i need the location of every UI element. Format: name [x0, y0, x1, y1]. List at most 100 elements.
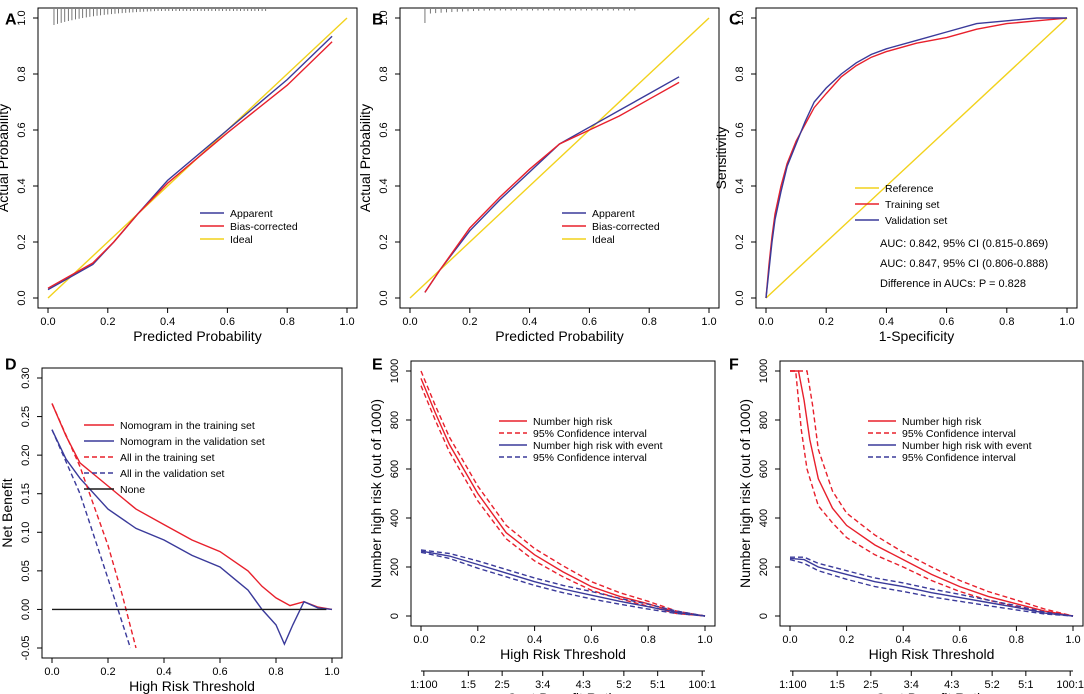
panel-letter: B — [372, 11, 384, 28]
y-tick-label: 0.8 — [734, 66, 746, 81]
y-tick-label: 0.6 — [16, 122, 28, 137]
legend-label: Ideal — [230, 234, 253, 246]
y-tick-label: 0.2 — [378, 234, 390, 249]
series-line-95-confidence-interval — [789, 558, 1074, 617]
legend-label: Nomogram in the training set — [120, 420, 255, 432]
x-tick-label: 0.2 — [470, 634, 485, 646]
y-tick-label: 0.2 — [734, 234, 746, 249]
series-line-95-confidence-interval — [420, 551, 706, 617]
x-tick-label: 0.2 — [100, 666, 115, 678]
series-line-nomogram-in-the-validation-set — [51, 429, 333, 646]
y-tick-label: 0.6 — [734, 122, 746, 137]
x-tick-label: 0.6 — [952, 634, 967, 646]
x-tick-label: 0.8 — [999, 316, 1014, 328]
legend-label: Bias-corrected — [230, 221, 298, 233]
x-tick-label: 0.2 — [100, 316, 115, 328]
x2-axis-title: Cost:Benefit Ratio — [507, 690, 620, 694]
x2-tick-label: 1:100 — [779, 679, 807, 691]
x-tick-label: 0.6 — [584, 634, 599, 646]
x2-tick-label: 5:1 — [1018, 679, 1033, 691]
x-tick-label: 0.4 — [160, 316, 175, 328]
series-line-95-confidence-interval — [790, 370, 1074, 617]
y-tick-label: 1000 — [758, 359, 770, 383]
legend-label: Ideal — [592, 234, 615, 246]
y-axis-title: Actual Probability — [0, 104, 11, 212]
legend-label: 95% Confidence interval — [533, 428, 647, 440]
panel-b: B 0.0 0.2 0.4 0.6 0.8 1.0 0.0 0.2 0.4 0.6 0.8 1.0 Pre… — [357, 7, 720, 344]
y-tick-label: 0.4 — [16, 178, 28, 193]
x2-tick-label: 100:1 — [688, 679, 716, 691]
x-tick-label: 0.8 — [280, 316, 295, 328]
y-tick-label: 0.25 — [20, 406, 32, 427]
y-tick-label: 0.2 — [16, 234, 28, 249]
y-tick-label: 200 — [758, 558, 770, 576]
x2-tick-label: 5:2 — [984, 679, 999, 691]
x-tick-label: 0.6 — [939, 316, 954, 328]
panel-letter: E — [372, 356, 383, 373]
legend-label: All in the validation set — [120, 468, 225, 480]
x-axis-title: High Risk Threshold — [869, 646, 995, 662]
x-tick-label: 0.2 — [462, 316, 477, 328]
x2-tick-label: 2:5 — [494, 679, 509, 691]
x-tick-label: 1.0 — [339, 316, 354, 328]
y-tick-label: 0.0 — [16, 290, 28, 305]
y-tick-label: 0.00 — [20, 599, 32, 620]
y-axis-title: Actual Probability — [357, 104, 373, 212]
y-axis-title: Sensitivity — [713, 126, 729, 189]
x2-axis-title: Cost:Benefit Ratio — [875, 690, 988, 694]
x-tick-label: 1.0 — [1059, 316, 1074, 328]
x-tick-label: 0.6 — [212, 666, 227, 678]
legend-label: Validation set — [885, 215, 947, 227]
y-tick-label: 1.0 — [734, 10, 746, 25]
x2-tick-label: 4:3 — [944, 679, 959, 691]
x2-tick-label: 5:1 — [650, 679, 665, 691]
x-tick-label: 0.4 — [522, 316, 537, 328]
plot-frame — [779, 360, 1084, 627]
y-axis-title: Number high risk (out of 1000) — [368, 399, 384, 588]
x-tick-label: 0.8 — [268, 666, 283, 678]
y-tick-label: 0.05 — [20, 560, 32, 581]
legend-label: Number high risk with event — [902, 440, 1032, 452]
series-line-95-confidence-interval — [420, 549, 706, 617]
x-tick-label: 0.2 — [839, 634, 854, 646]
x2-tick-label: 3:4 — [535, 679, 550, 691]
series-line-95-confidence-interval — [790, 556, 1074, 617]
y-tick-label: 0.0 — [378, 290, 390, 305]
series-line-all-in-the-training-set — [51, 403, 137, 649]
series-line-95-confidence-interval — [420, 370, 706, 617]
y-tick-label: 1.0 — [378, 10, 390, 25]
series-line-number-high-risk — [420, 378, 706, 617]
legend-label: Number high risk — [902, 416, 982, 428]
x-tick-label: 0.6 — [220, 316, 235, 328]
x-tick-label: 1.0 — [324, 666, 339, 678]
legend-label: Number high risk with event — [533, 440, 663, 452]
x-tick-label: 0.0 — [402, 316, 417, 328]
y-tick-label: 800 — [758, 411, 770, 429]
auc-annotation: AUC: 0.842, 95% CI (0.815-0.869) — [880, 238, 1048, 250]
panel-a: A 0.0 0.2 0.4 0.6 0.8 1.0 0.0 0.2 0.4 0.6 0.8 1.0 Pre… — [0, 7, 358, 344]
panel-letter: F — [729, 356, 739, 373]
y-axis-title: Number high risk (out of 1000) — [737, 399, 753, 588]
legend-label: 95% Confidence interval — [533, 452, 647, 464]
series-line-number-high-risk — [790, 370, 1074, 617]
legend-label: None — [120, 484, 145, 496]
x-axis-title: Predicted Probability — [133, 328, 261, 344]
series-line-number-high-risk-with-event — [789, 557, 1074, 617]
y-tick-label: 0.10 — [20, 522, 32, 543]
legend-label: Reference — [885, 183, 934, 195]
panel-d: D 0.0 0.2 0.4 0.6 0.8 1.0 -0.05 0.00 0.05 0.10 0.15… — [0, 356, 343, 694]
series-line-number-high-risk-with-event — [420, 550, 706, 617]
x2-tick-label: 1:5 — [830, 679, 845, 691]
legend-label: Bias-corrected — [592, 221, 660, 233]
y-axis-title: Net Benefit — [0, 478, 15, 547]
plot-frame — [37, 7, 358, 309]
series-line-all-in-the-validation-set — [51, 429, 132, 649]
series-line-training-set — [765, 17, 1068, 299]
legend-label: Apparent — [230, 208, 273, 220]
legend-label: Apparent — [592, 208, 635, 220]
x2-tick-label: 2:5 — [863, 679, 878, 691]
plot-frame — [755, 7, 1078, 309]
x-tick-label: 0.4 — [896, 634, 911, 646]
legend-label: 95% Confidence interval — [902, 428, 1016, 440]
